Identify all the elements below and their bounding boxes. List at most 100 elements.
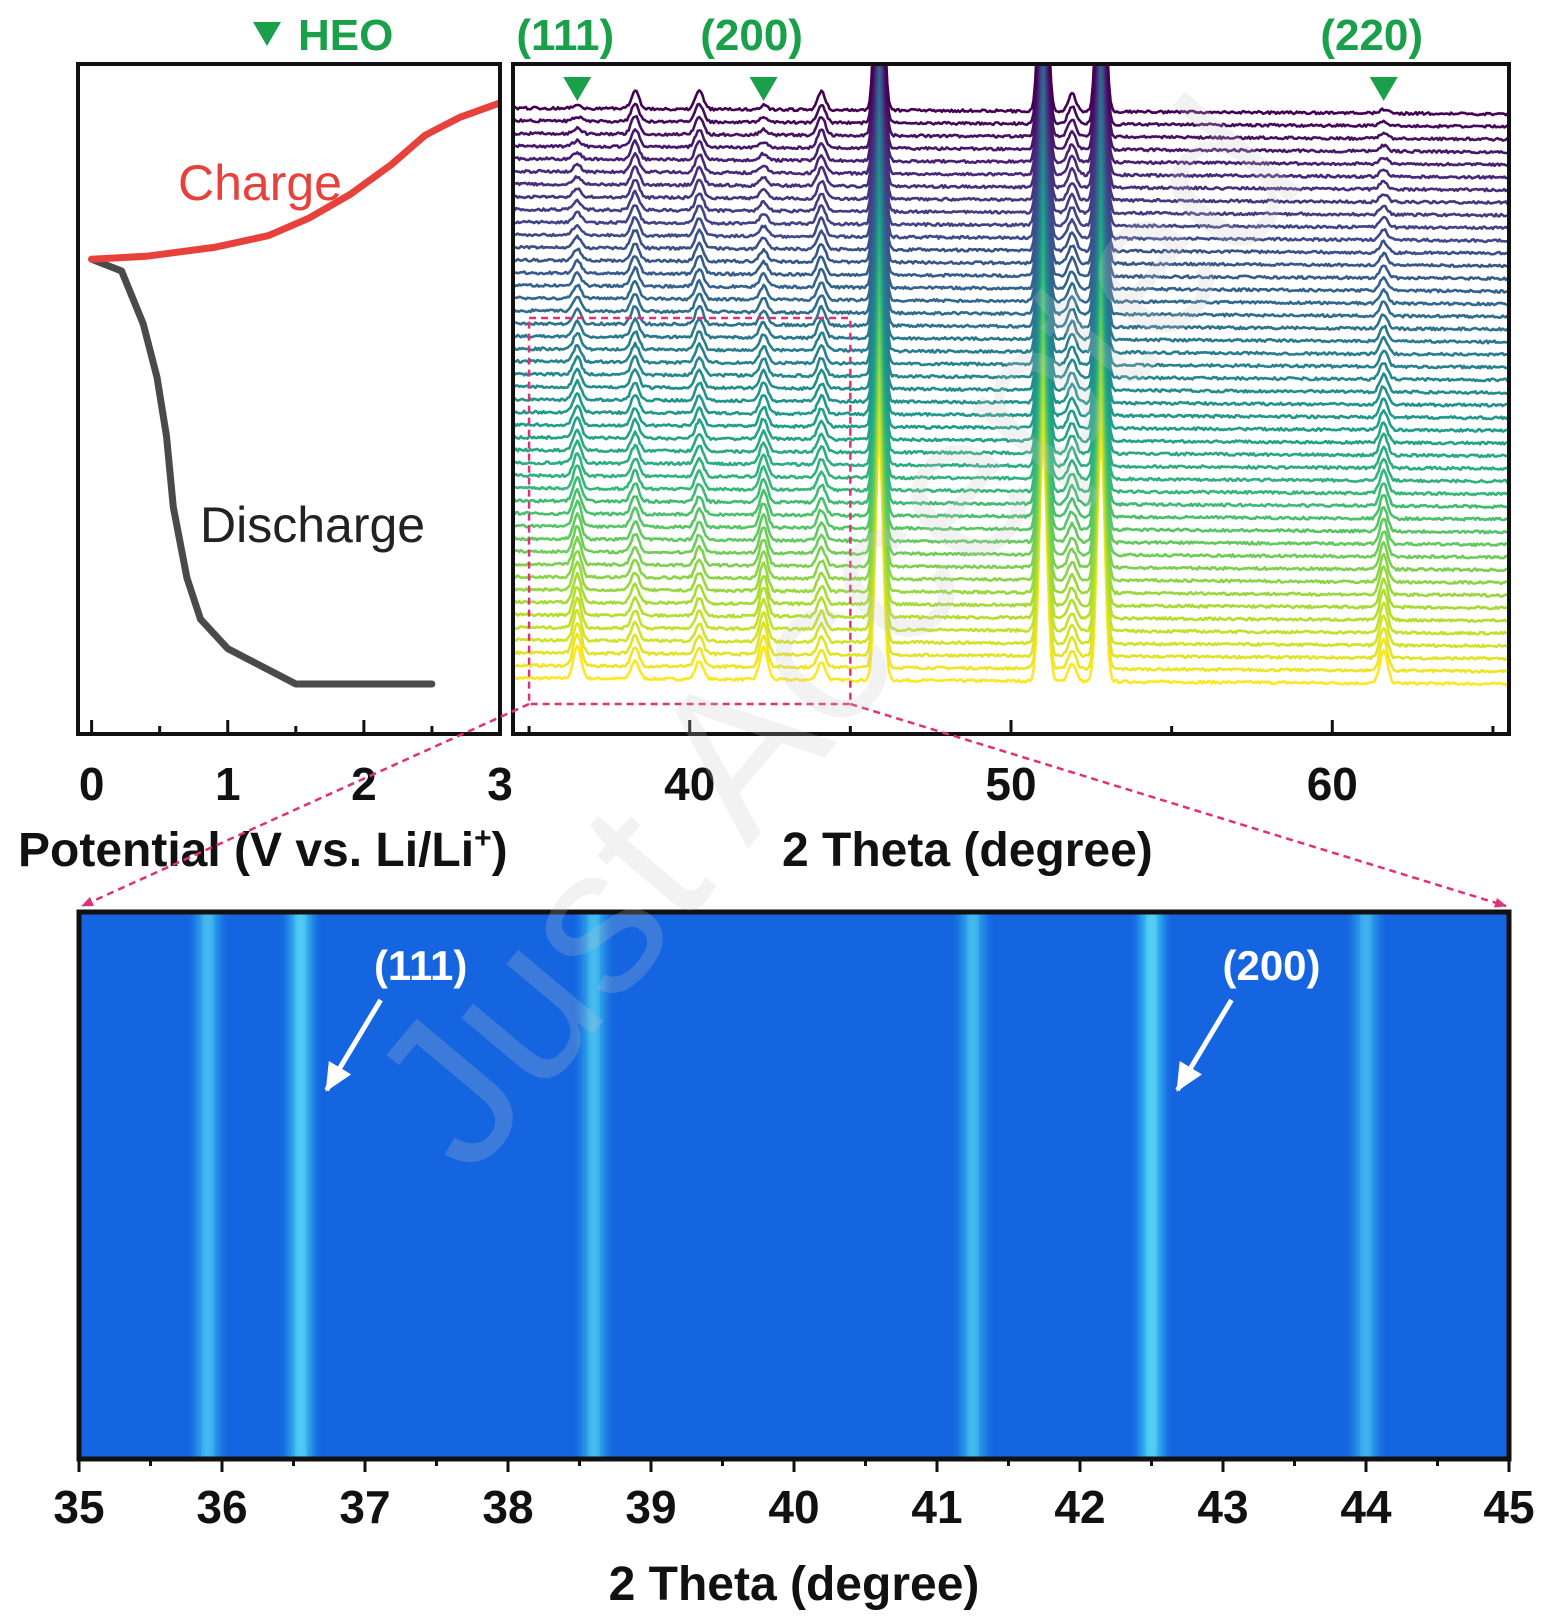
potential-axis-title: Potential (V vs. Li/Li+) — [18, 822, 508, 877]
voltage-tick-label: 3 — [487, 758, 513, 810]
xrd-waterfall-panel: 40 50 60 (111) (200) (220) 2 Theta (degree) — [81, 11, 1511, 908]
heatmap-band-core — [1148, 912, 1155, 1459]
xrd-pattern — [513, 389, 1509, 636]
heatmap-tick-label: 44 — [1340, 1481, 1392, 1533]
heatmap-annotations: (111) (200) — [324, 942, 1321, 1092]
voltage-curves — [88, 99, 500, 688]
xrd-pattern — [513, 172, 1509, 421]
heatmap-x-ticks: 35 36 37 38 39 40 41 42 43 44 45 — [53, 1459, 1535, 1533]
xrd-pattern — [513, 64, 1509, 142]
heo-legend: HEO — [253, 11, 393, 60]
heo-peak-label: (220) — [1320, 11, 1423, 60]
xrd-pattern — [513, 64, 1509, 231]
xrd-pattern — [513, 401, 1509, 649]
xrd-pattern — [513, 64, 1509, 193]
heatmap-peak-arrow — [324, 998, 383, 1092]
heatmap-band-core — [297, 912, 304, 1459]
xrd-contour-panel: (111) (200) 35 36 37 38 39 40 41 42 43 44 45 2 Thet… — [53, 909, 1535, 1611]
xrd-pattern — [513, 135, 1509, 383]
heatmap-background — [79, 912, 1509, 1459]
xrd-pattern — [513, 84, 1509, 332]
charge-label: Charge — [178, 155, 342, 211]
xrd-pattern — [513, 425, 1509, 674]
heatmap-tick-label: 41 — [911, 1481, 962, 1533]
heo-peak-label: (111) — [516, 11, 614, 60]
xrd-pattern — [513, 325, 1509, 573]
heo-peak-label: (200) — [700, 11, 803, 60]
discharge-curve — [88, 255, 436, 688]
heatmap-tick-label: 43 — [1197, 1481, 1248, 1533]
xrd-pattern — [513, 64, 1509, 307]
xrd-pattern — [513, 64, 1509, 180]
heatmap-peak-label: (200) — [1222, 942, 1320, 989]
heatmap-tick-label: 37 — [339, 1481, 390, 1533]
potential-axis-title-end: ) — [492, 824, 508, 877]
xrd-pattern — [513, 222, 1509, 471]
xrd-pattern — [513, 350, 1509, 598]
xrd-pattern — [513, 211, 1509, 459]
xrd-pattern — [513, 160, 1509, 408]
xrd-pattern — [513, 248, 1509, 497]
voltage-tick-label: 2 — [351, 758, 377, 810]
xrd-pattern — [513, 299, 1509, 548]
xrd-pattern — [513, 274, 1509, 522]
xrd-pattern — [513, 64, 1509, 168]
xrd-pattern — [513, 64, 1509, 269]
xrd-pattern — [513, 64, 1509, 117]
zoom-connector-left — [81, 702, 530, 908]
xrd-pattern — [513, 147, 1509, 396]
xrd-pattern — [513, 262, 1509, 510]
xrd-pattern — [513, 237, 1509, 484]
heatmap-tick-label: 45 — [1483, 1481, 1534, 1533]
xrd-pattern — [513, 64, 1509, 294]
xrd-pattern — [513, 95, 1509, 345]
heatmap-tick-label: 42 — [1054, 1481, 1105, 1533]
xrd-pattern — [513, 64, 1509, 256]
xrd-pattern — [513, 362, 1509, 611]
voltage-tick-label: 0 — [79, 758, 105, 810]
discharge-label: Discharge — [200, 497, 425, 553]
xrd-pattern — [513, 185, 1509, 433]
xrd-pattern — [513, 412, 1509, 662]
voltage-tick-label: 1 — [215, 758, 241, 810]
xrd-pattern — [513, 336, 1509, 586]
xrd-pattern — [513, 286, 1509, 535]
xrd-pattern — [513, 64, 1509, 129]
potential-axis-title-sup: + — [474, 822, 492, 855]
heo-marker-icon — [253, 22, 281, 46]
xrd-pattern — [513, 439, 1509, 687]
xrd-pattern — [513, 64, 1509, 244]
heatmap-tick-label: 40 — [768, 1481, 819, 1533]
heatmap-band-core — [1363, 912, 1369, 1459]
xrd-pattern — [513, 64, 1509, 218]
xrd-patterns — [513, 64, 1509, 687]
xrd-axis-title: 2 Theta (degree) — [782, 824, 1153, 877]
xrd-pattern — [513, 197, 1509, 446]
voltage-plot-frame — [76, 62, 502, 736]
heatmap-tick-label: 36 — [196, 1481, 247, 1533]
xrd-x-ticks: 40 50 60 — [527, 720, 1495, 810]
heatmap-tick-label: 39 — [625, 1481, 676, 1533]
heatmap-band-core — [590, 912, 597, 1459]
xrd-pattern — [513, 64, 1509, 205]
heo-peak-marker-icon — [563, 77, 592, 101]
xrd-tick-label: 50 — [985, 758, 1036, 810]
xrd-tick-label: 60 — [1307, 758, 1358, 810]
heatmap-peak-label: (111) — [374, 942, 467, 989]
xrd-pattern — [513, 72, 1509, 319]
zoom-connector-right — [849, 702, 1507, 908]
xrd-pattern — [513, 121, 1509, 370]
heatmap-tick-label: 35 — [53, 1481, 104, 1533]
heatmap-bands — [196, 912, 1377, 1459]
heatmap-peak-arrow — [1175, 998, 1234, 1092]
xrd-pattern — [513, 64, 1509, 155]
xrd-pattern — [513, 312, 1509, 560]
zoom-region-box — [527, 316, 852, 706]
voltage-x-ticks: 0 1 2 3 — [79, 720, 513, 810]
xrd-pattern — [513, 64, 1509, 282]
voltage-profile-panel: 0 1 2 3 Charge Discharge Potential (V vs. L… — [18, 11, 513, 877]
potential-axis-title-main: Potential (V vs. Li/Li — [18, 824, 474, 877]
xrd-pattern — [513, 110, 1509, 357]
xrd-pattern — [513, 375, 1509, 623]
